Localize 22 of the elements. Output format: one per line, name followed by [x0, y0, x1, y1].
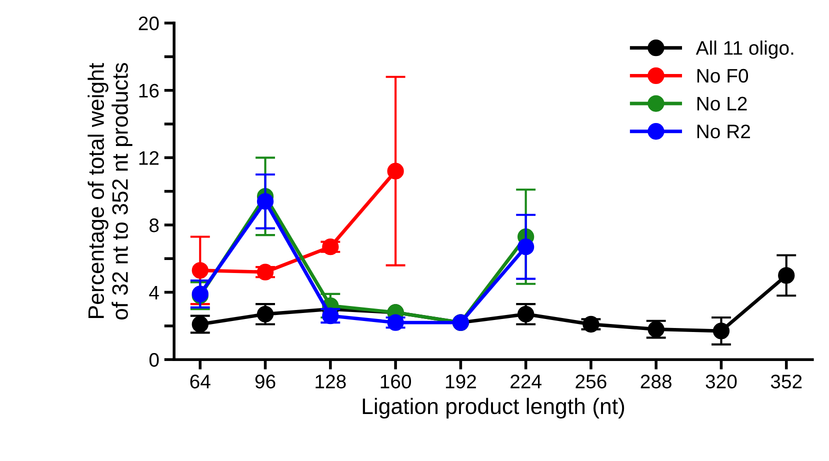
legend-label: All 11 oligo. [696, 40, 794, 59]
y-tick-label: 0 [149, 353, 159, 367]
x-tick-label: 288 [640, 374, 672, 388]
y-tick-label: 4 [149, 286, 159, 300]
x-tick-label: 96 [255, 374, 276, 388]
x-tick-label: 320 [706, 374, 737, 388]
y-tick-label: 20 [138, 16, 159, 30]
x-tick-label: 192 [446, 374, 476, 388]
y-tick-label: 8 [150, 218, 159, 232]
x-tick-label: 64 [190, 374, 210, 388]
x-axis-title: Ligation product length (nt) [362, 398, 624, 419]
legend-label: No L2 [697, 96, 747, 111]
y-tick-label: 16 [139, 84, 159, 98]
legend-label: No R2 [697, 124, 750, 138]
y-axis-title: Percentage of total weight of 32 nt to 352 nt products [88, 62, 132, 320]
x-tick-label: 224 [510, 374, 542, 388]
y-tick-label: 12 [139, 151, 159, 165]
x-tick-label: 352 [770, 374, 802, 388]
x-tick-label: 160 [380, 374, 412, 388]
legend-label: No F0 [697, 68, 748, 83]
x-tick-label: 128 [316, 374, 346, 388]
x-tick-label: 256 [576, 374, 606, 388]
